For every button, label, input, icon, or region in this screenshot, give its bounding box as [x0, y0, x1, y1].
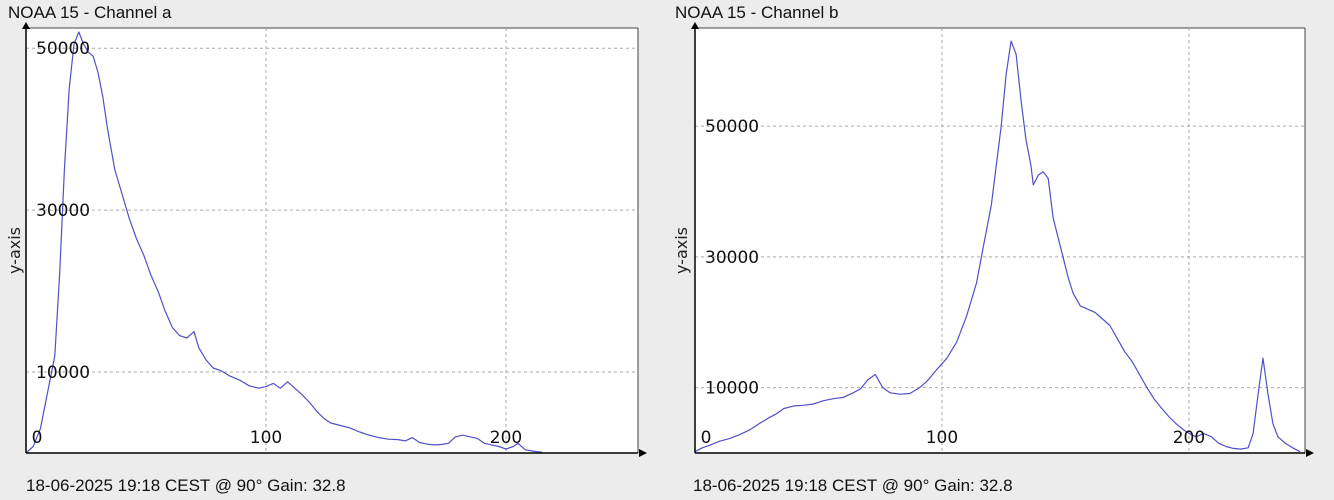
y-tick-label: 30000 [705, 248, 759, 268]
channel-b-plot: 10000 30000 50000 0 100 200 y-axis [672, 22, 1314, 457]
chart-title: NOAA 15 - Channel b [675, 3, 839, 22]
y-tick-label: 30000 [36, 201, 90, 221]
plot-area [26, 28, 638, 453]
channel-b-panel: NOAA 15 - Channel b 10000 30000 50000 0 100 2… [667, 0, 1334, 500]
channel-a-panel: NOAA 15 - Channel a 10000 30000 50000 0 100 2… [5, 3, 647, 495]
y-tick-label: 50000 [36, 39, 90, 59]
chart-title: NOAA 15 - Channel a [8, 3, 172, 22]
y-axis-arrow [22, 22, 30, 29]
y-tick-label: 50000 [705, 117, 759, 137]
x-axis-arrow [1306, 449, 1314, 457]
y-axis-title: y-axis [5, 227, 24, 274]
chart-footer: 18-06-2025 19:18 CEST @ 90° Gain: 32.8 [26, 476, 346, 495]
y-tick-label: 10000 [705, 379, 759, 399]
y-axis-arrow [691, 22, 699, 29]
x-tick-label: 0 [32, 428, 43, 448]
plot-area [695, 28, 1305, 453]
x-tick-label: 100 [250, 428, 282, 448]
chart-footer: 18-06-2025 19:18 CEST @ 90° Gain: 32.8 [693, 476, 1013, 495]
x-axis-arrow [639, 449, 647, 457]
x-tick-label: 100 [926, 428, 958, 448]
y-axis-title: y-axis [672, 227, 691, 274]
series-line [25, 31, 543, 454]
x-tick-label: 0 [701, 428, 712, 448]
channel-a-plot: 10000 30000 50000 0 100 200 y-axis [5, 22, 647, 457]
y-tick-label: 10000 [36, 363, 90, 383]
x-tick-label: 200 [490, 428, 522, 448]
x-tick-label: 200 [1173, 428, 1205, 448]
series-line [694, 40, 1301, 453]
